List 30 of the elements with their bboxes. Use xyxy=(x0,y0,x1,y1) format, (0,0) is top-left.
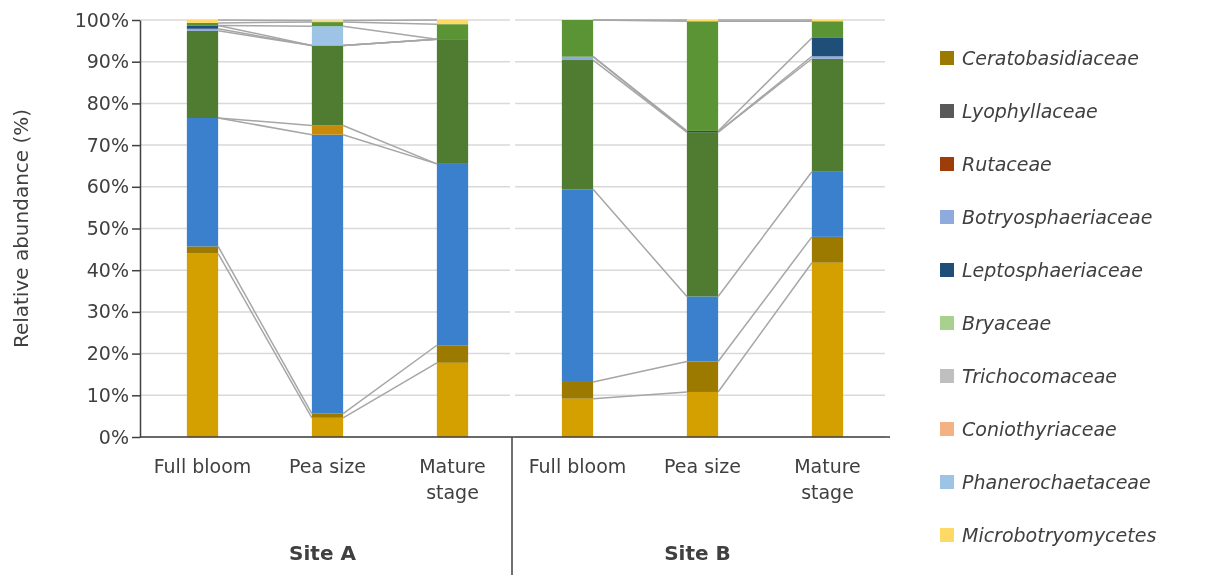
x-axis-title: Site A xyxy=(289,541,357,565)
y-tick-label: 30% xyxy=(86,300,129,323)
y-tick-label: 50% xyxy=(86,217,129,240)
y-tick-label: 10% xyxy=(86,383,129,406)
legend-label: Leptosphaeriaceae xyxy=(962,259,1143,281)
legend-label: Microbotryomycetes xyxy=(962,524,1157,546)
x-tick-label: Pea size xyxy=(289,455,366,477)
y-tick-label: 90% xyxy=(86,50,129,73)
y-tick-label: 20% xyxy=(86,342,129,365)
legend-label: Bryaceae xyxy=(962,312,1052,334)
x-axis-title: Site B xyxy=(664,541,731,565)
legend-label: Rutaceae xyxy=(962,153,1052,175)
x-tick-label: Mature stage xyxy=(794,455,861,503)
legend-label: Phanerochaetaceae xyxy=(962,471,1151,493)
legend-label: Trichocomaceae xyxy=(962,365,1118,387)
y-tick-label: 60% xyxy=(86,175,129,198)
y-axis-title: Relative abundance (%) xyxy=(9,108,33,349)
legend-label: Coniothyriaceae xyxy=(962,418,1117,440)
y-tick-label: 0% xyxy=(98,425,129,448)
y-tick-label: 40% xyxy=(86,258,129,281)
legend-label: Lyophyllaceae xyxy=(962,100,1098,122)
x-tick-label: Full bloom xyxy=(528,455,627,477)
x-tick-label: Mature stage xyxy=(419,455,486,503)
y-tick-label: 80% xyxy=(86,91,129,114)
y-tick-label: 70% xyxy=(86,133,129,156)
x-tick-label: Full bloom xyxy=(153,455,252,477)
legend-label: Botryosphaeriaceae xyxy=(962,206,1153,228)
legend-label: Ceratobasidiaceae xyxy=(962,47,1139,69)
y-tick-label: 100% xyxy=(74,8,129,31)
x-tick-label: Pea size xyxy=(664,455,741,477)
